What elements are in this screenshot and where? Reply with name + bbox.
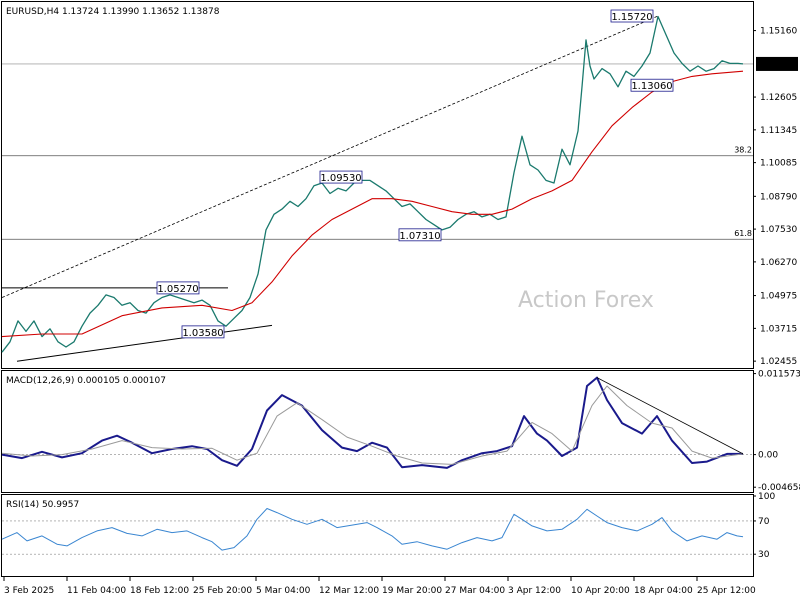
rsi-lines <box>1 508 753 555</box>
x-tick-label: 11 Feb 04:00 <box>67 586 126 596</box>
price-axis: 1.15160 1.12605 1.11345 1.10085 1.08790 1.075… <box>753 27 798 367</box>
rsi-series-line <box>1 508 744 551</box>
price-annotation-box <box>156 281 200 295</box>
price-annotations: 1.15720 1.13060 1.09530 1.07310 1.05270 1.035… <box>156 9 674 339</box>
fib-level-label: 38.2 <box>734 146 752 155</box>
rsi-y-tick-label: 100 <box>758 492 775 502</box>
x-tick-label: 10 Apr 20:00 <box>571 586 630 596</box>
price-annotation-label: 1.07310 <box>399 231 440 242</box>
price-y-tick-label: 1.07530 <box>760 225 797 235</box>
price-y-tick-label: 1.15160 <box>760 27 797 37</box>
price-annotation-box <box>181 325 225 339</box>
macd-y-tick-label: 0.00 <box>758 451 778 461</box>
current-price-tag-label: 1.13878 <box>758 60 795 70</box>
price-series-line <box>1 15 744 353</box>
x-tick-label: 25 Apr 12:00 <box>697 586 756 596</box>
macd-axis: 0.011573 0.00 -0.004658 <box>753 370 800 493</box>
price-y-tick-label: 1.04975 <box>760 292 797 302</box>
price-annotation-box <box>630 78 674 92</box>
price-y-tick-label: 1.06270 <box>760 258 797 268</box>
price-grid: 38.2 61.8 <box>2 63 753 240</box>
signal-series-line <box>1 385 744 465</box>
x-tick-label: 18 Apr 04:00 <box>634 586 693 596</box>
price-annotation-box <box>610 9 654 23</box>
price-y-tick-label: 1.08790 <box>760 192 797 202</box>
price-annotation-label: 1.05270 <box>157 284 198 295</box>
instrument-header: EURUSD,H4 1.13724 1.13990 1.13652 1.1387… <box>6 7 220 17</box>
watermark: Action Forex <box>518 288 654 313</box>
price-annotation-label: 1.09530 <box>320 173 361 184</box>
macd-series-line <box>1 376 743 469</box>
rsi-panel-frame <box>1 494 754 577</box>
price-panel-frame <box>1 1 754 369</box>
support-trendline <box>16 324 273 362</box>
rsi-axis: 100 70 30 <box>753 492 775 560</box>
x-tick-label: 19 Mar 20:00 <box>382 586 442 596</box>
macd-y-tick-label: 0.011573 <box>758 370 800 380</box>
x-tick-label: 12 Mar 12:00 <box>319 586 379 596</box>
price-y-tick-label: 1.03715 <box>760 324 797 334</box>
current-price-tag <box>756 56 798 71</box>
fib-level-label: 61.8 <box>734 229 752 238</box>
macd-panel-frame <box>1 370 754 493</box>
channel-trendline-dashed <box>1 15 659 298</box>
price-annotation-label: 1.15720 <box>611 12 652 23</box>
macd-y-tick-label: -0.004658 <box>758 483 800 493</box>
price-y-tick-label: 1.10085 <box>760 159 797 169</box>
price-y-tick-label: 1.02455 <box>760 357 797 367</box>
x-axis: 3 Feb 2025 11 Feb 04:00 18 Feb 12:00 25 Feb… <box>3 577 756 596</box>
rsi-y-tick-label: 30 <box>758 550 770 560</box>
macd-divergence-trendline <box>596 377 744 455</box>
x-tick-label: 27 Mar 04:00 <box>445 586 505 596</box>
x-tick-label: 25 Feb 20:00 <box>193 586 252 596</box>
rsi-y-tick-label: 70 <box>758 517 770 527</box>
price-annotation-label: 1.03580 <box>182 328 223 339</box>
x-tick-label: 5 Mar 04:00 <box>256 586 311 596</box>
price-y-tick-label: 1.12605 <box>760 93 797 103</box>
macd-title: MACD(12,26,9) 0.000105 0.000107 <box>6 376 166 386</box>
ma-series-line <box>1 70 744 338</box>
x-tick-label: 3 Apr 12:00 <box>508 586 561 596</box>
price-annotation-box <box>398 228 442 242</box>
x-tick-label: 3 Feb 2025 <box>4 586 54 596</box>
price-annotation-box <box>319 170 363 184</box>
x-tick-label: 18 Feb 12:00 <box>130 586 189 596</box>
price-y-tick-label: 1.11345 <box>760 126 797 136</box>
macd-lines <box>1 376 753 469</box>
price-annotation-label: 1.13060 <box>631 81 672 92</box>
rsi-title: RSI(14) 50.9957 <box>6 500 79 510</box>
